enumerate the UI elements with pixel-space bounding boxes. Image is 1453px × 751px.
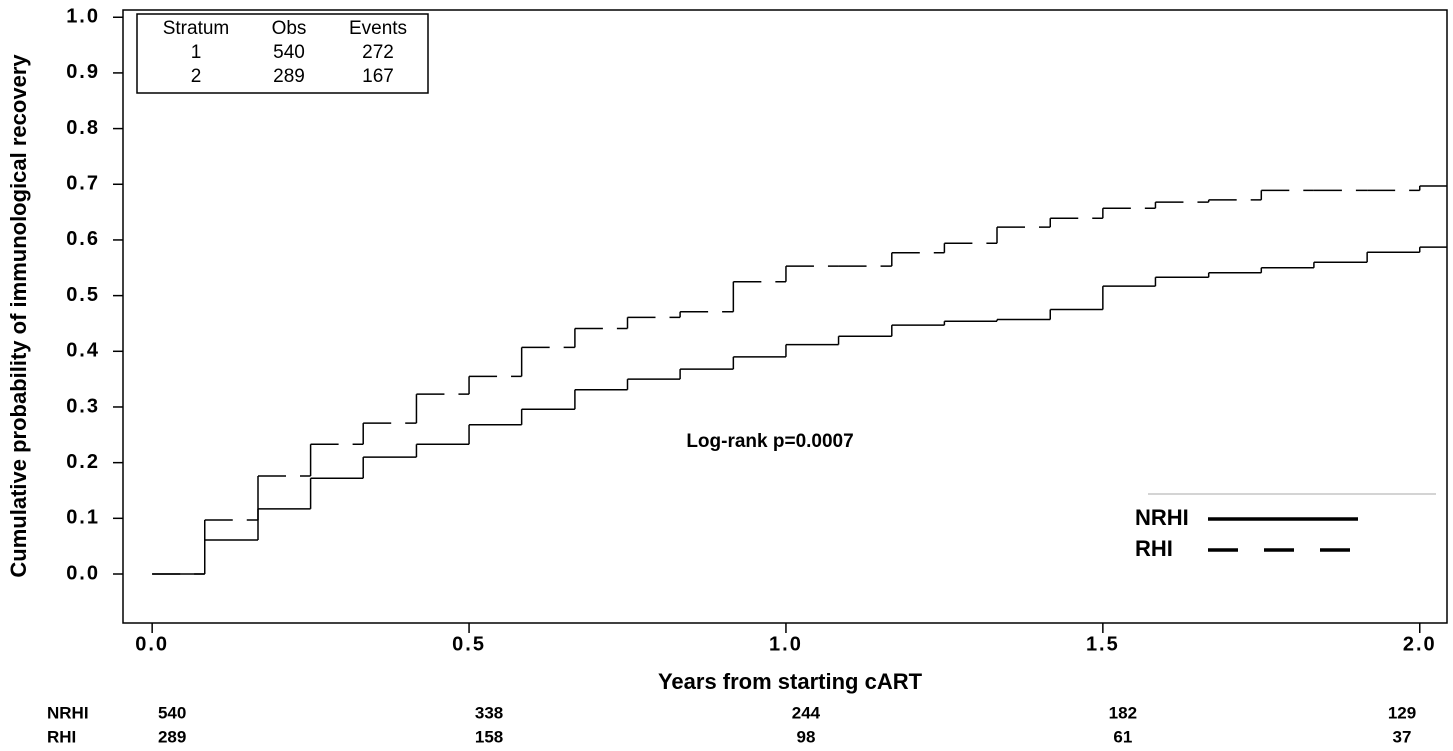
x-axis-label: Years from starting cART bbox=[658, 669, 923, 694]
risk-count: 289 bbox=[158, 727, 186, 746]
stratum-cell: 1 bbox=[191, 42, 202, 63]
legend-label: RHI bbox=[1135, 536, 1173, 561]
y-tick-label: 0.1 bbox=[66, 507, 100, 529]
y-tick-label: 1.0 bbox=[66, 6, 100, 28]
x-tick-label: 1.0 bbox=[769, 633, 803, 655]
x-tick-label: 2.0 bbox=[1403, 633, 1437, 655]
stratum-cell: 167 bbox=[362, 66, 394, 87]
x-tick-label: 0.0 bbox=[135, 633, 169, 655]
y-tick-label: 0.7 bbox=[66, 173, 100, 195]
stratum-header: Stratum bbox=[163, 18, 230, 39]
annotation: Log-rank p=0.0007 bbox=[686, 431, 853, 452]
risk-count: 98 bbox=[796, 727, 815, 746]
legend-label: NRHI bbox=[1135, 505, 1189, 530]
risk-count: 338 bbox=[475, 703, 503, 722]
stratum-table-box bbox=[136, 13, 429, 94]
stratum-cell: 272 bbox=[362, 42, 394, 63]
y-tick-label: 0.9 bbox=[66, 61, 100, 83]
y-tick-label: 0.0 bbox=[66, 562, 100, 584]
stratum-header: Events bbox=[349, 18, 407, 39]
y-tick-label: 0.5 bbox=[66, 284, 100, 306]
stratum-header: Obs bbox=[272, 18, 307, 39]
risk-count: 37 bbox=[1393, 727, 1412, 746]
y-tick-label: 0.4 bbox=[66, 340, 100, 362]
y-tick-label: 0.8 bbox=[66, 117, 100, 139]
y-tick-label: 0.3 bbox=[66, 395, 100, 417]
y-tick-label: 0.6 bbox=[66, 228, 100, 250]
risk-row-label: NRHI bbox=[47, 703, 89, 722]
stratum-cell: 289 bbox=[273, 66, 305, 87]
risk-count: 244 bbox=[792, 703, 821, 722]
y-tick-label: 0.2 bbox=[66, 451, 100, 473]
x-tick-label: 0.5 bbox=[452, 633, 486, 655]
risk-count: 129 bbox=[1388, 703, 1416, 722]
stratum-cell: 2 bbox=[191, 66, 202, 87]
y-axis-label: Cumulative probability of immunological … bbox=[6, 54, 31, 578]
risk-count: 61 bbox=[1113, 727, 1132, 746]
x-tick-label: 1.5 bbox=[1086, 633, 1120, 655]
stratum-cell: 540 bbox=[273, 42, 305, 63]
risk-row-label: RHI bbox=[47, 727, 76, 746]
risk-count: 182 bbox=[1109, 703, 1137, 722]
risk-count: 158 bbox=[475, 727, 503, 746]
risk-count: 540 bbox=[158, 703, 186, 722]
plot-frame bbox=[122, 9, 1448, 624]
